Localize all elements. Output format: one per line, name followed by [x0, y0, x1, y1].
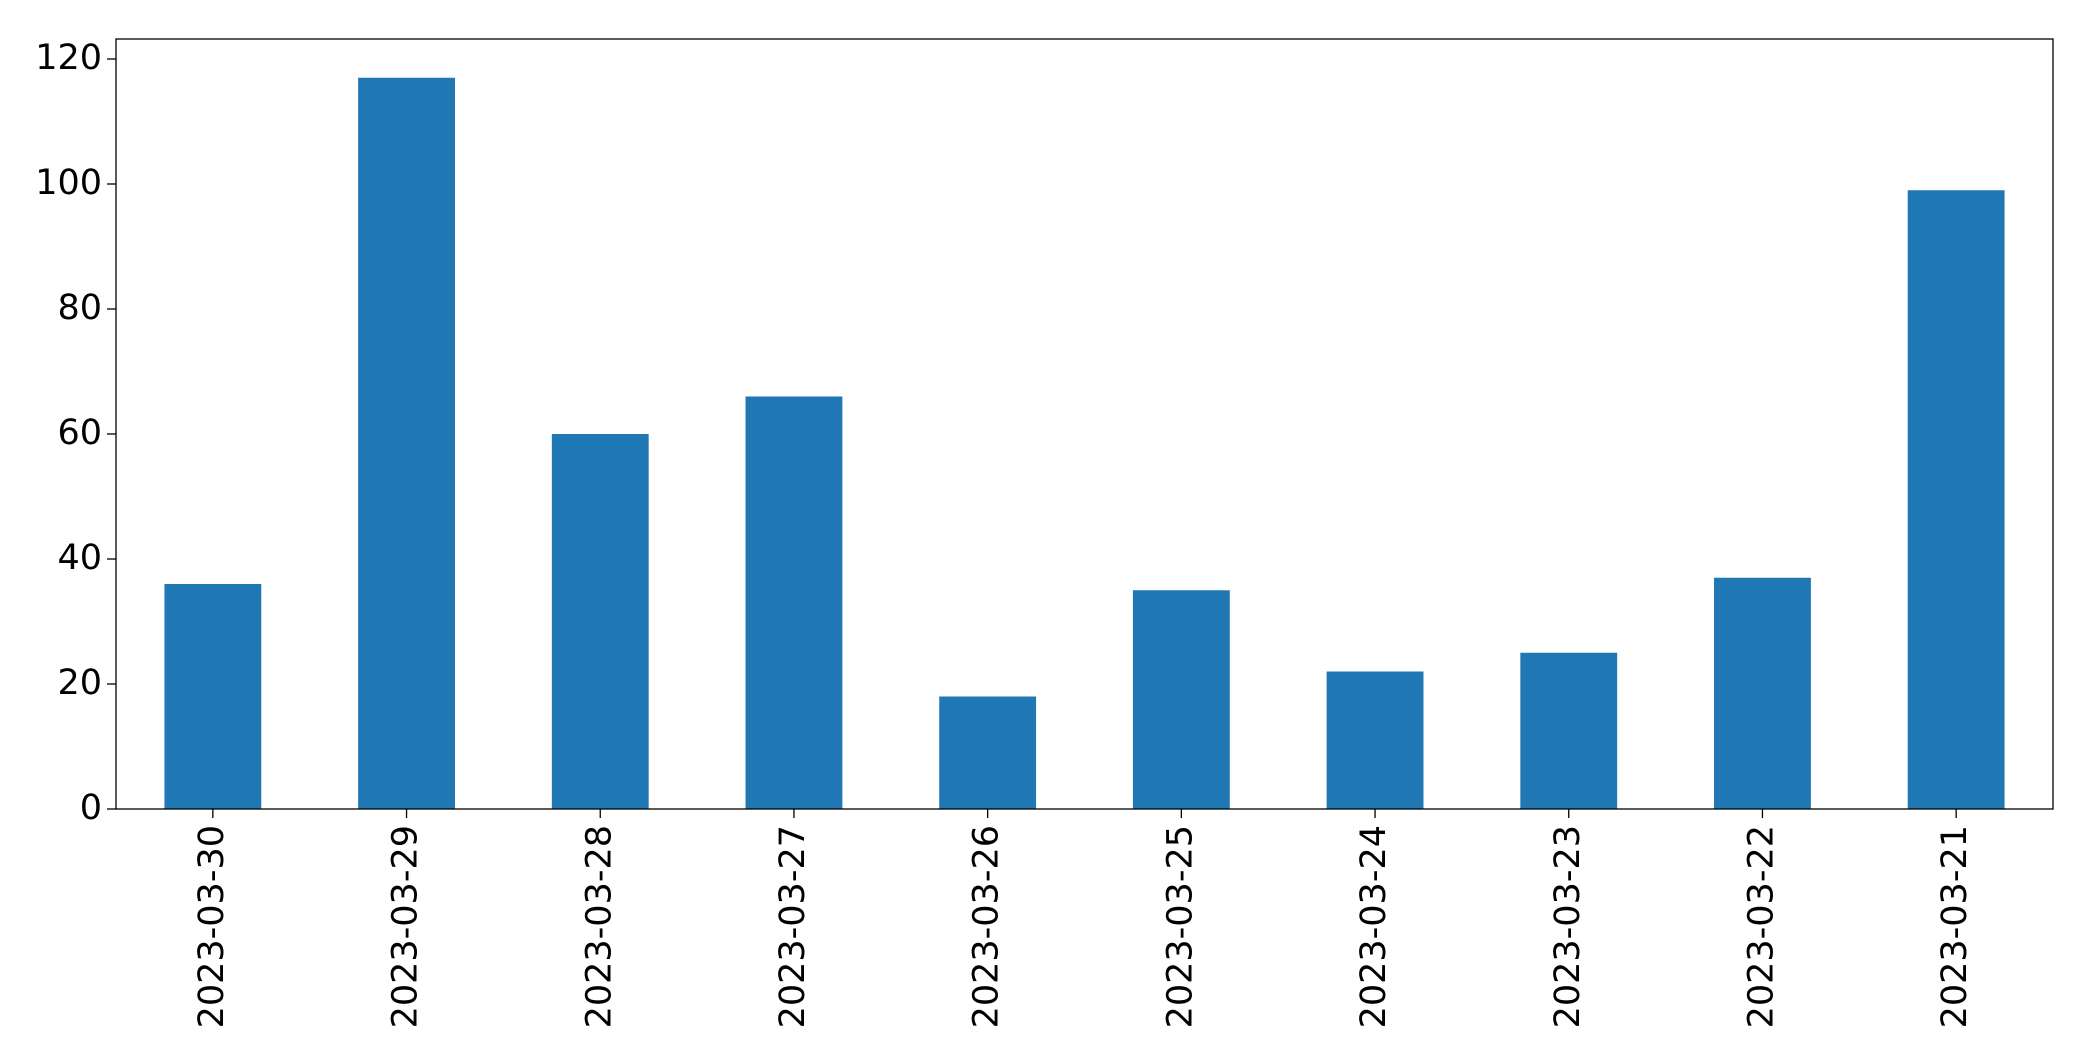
bar	[551, 434, 649, 809]
y-tick-label: 20	[57, 663, 102, 703]
x-tick-label: 2023-03-29	[386, 825, 426, 1028]
y-tick-label: 100	[35, 163, 102, 203]
bar	[1714, 577, 1811, 809]
x-tick-label: 2023-03-22	[1741, 825, 1781, 1028]
bar	[164, 584, 262, 809]
x-tick-label: 2023-03-28	[579, 825, 619, 1028]
bar	[1326, 671, 1424, 809]
x-tick-label: 2023-03-30	[192, 825, 232, 1028]
x-tick-label: 2023-03-23	[1548, 825, 1588, 1028]
bar	[745, 396, 843, 809]
y-tick-label: 120	[35, 38, 102, 78]
x-tick-label: 2023-03-27	[773, 825, 813, 1028]
x-tick-label: 2023-03-25	[1160, 825, 1200, 1028]
bar	[939, 696, 1037, 809]
bar	[358, 77, 455, 809]
x-tick-label: 2023-03-24	[1354, 825, 1394, 1028]
bar	[1132, 590, 1230, 809]
x-tick-label: 2023-03-21	[1935, 825, 1975, 1028]
plot-frame	[115, 38, 2054, 810]
x-tick-label: 2023-03-26	[967, 825, 1007, 1028]
y-tick-label: 40	[57, 538, 102, 578]
y-tick-label: 0	[80, 788, 102, 828]
y-tick-label: 80	[57, 288, 102, 328]
bar	[1520, 652, 1618, 809]
y-tick-label: 60	[57, 413, 102, 453]
bar	[1907, 190, 2005, 809]
